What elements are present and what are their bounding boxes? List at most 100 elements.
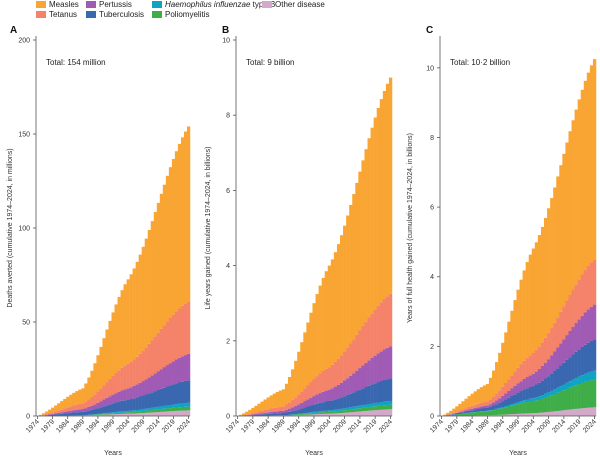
bar-segment-pertussis [586,309,591,343]
bar-segment-haemophilus-influenzae-type-b [355,406,359,409]
bar-segment-measles [464,398,468,409]
bar-segment-tetanus [309,382,313,398]
bar-segment-haemophilus-influenzae-type-b [370,403,374,407]
bar-segment-measles [312,303,316,379]
bar-segment-tuberculosis [144,394,148,409]
bar-segment-measles [531,248,536,353]
bar-segment-tuberculosis [449,414,453,416]
bar-segment-other-disease [102,414,106,416]
bar-segment-pertussis [281,410,286,413]
bar-segment-other-disease [556,410,560,416]
bar-segment-measles [455,406,459,412]
bar-segment-tuberculosis [278,413,283,416]
bar-segment-pertussis [266,412,270,414]
bar-segment-tuberculosis [108,404,112,413]
bar-segment-poliomyelitis [96,414,100,415]
bar-segment-other-disease [373,410,377,416]
bar-segment-pertussis [358,368,362,390]
bar-segment-other-disease [522,413,526,416]
bar-segment-other-disease [519,413,523,416]
bar-segment-pertussis [315,394,319,404]
bar-segment-tuberculosis [75,412,79,416]
bar-segment-pertussis [284,409,289,413]
bar-segment-pertussis [51,413,55,415]
bar-segment-other-disease [346,412,350,416]
x-tick-label: 1974 [25,418,41,434]
legend-label: Measles [49,0,79,9]
bar-segment-tuberculosis [488,406,493,411]
bar-segment-poliomyelitis [455,414,459,416]
bar-segment-tuberculosis [340,397,344,409]
bar-segment-other-disease [574,408,578,416]
bar-segment-poliomyelitis [114,412,118,415]
bar-segment-tetanus [452,412,456,414]
bar-segment-haemophilus-influenzae-type-b [150,407,155,411]
bar-segment-other-disease [559,410,563,416]
bar-segment-pertussis [327,389,332,401]
bar-segment-haemophilus-influenzae-type-b [162,405,167,409]
bar-segment-poliomyelitis [180,407,185,411]
bar-segment-tuberculosis [162,387,167,406]
bar-segment-poliomyelitis [482,411,487,416]
bar-segment-tetanus [69,406,73,411]
bar-segment-other-disease [492,415,496,416]
bar-segment-measles [168,167,173,318]
bar-segment-measles [315,294,319,377]
bar-segment-poliomyelitis [330,411,335,414]
bar-segment-pertussis [482,406,487,409]
bar-segment-poliomyelitis [540,398,545,413]
bar-segment-tetanus [269,408,273,412]
bar-segment-poliomyelitis [336,411,341,414]
bar-segment-pertussis [174,359,179,384]
bar-segment-pertussis [183,355,188,381]
bar-segment-poliomyelitis [379,405,384,410]
bar-segment-tuberculosis [571,354,575,380]
bar-segment-poliomyelitis [168,408,173,412]
bar-segment-poliomyelitis [171,407,176,412]
bar-segment-pertussis [333,386,338,400]
bar-segment-tetanus [513,371,517,386]
bar-segment-other-disease [300,414,304,416]
bar-segment-haemophilus-influenzae-type-b [135,410,139,412]
bar-segment-tetanus [141,350,145,382]
bar-segment-haemophilus-influenzae-type-b [306,412,310,414]
bar-segment-other-disease [495,414,499,416]
bar-segment-haemophilus-influenzae-type-b [321,410,325,413]
bar-segment-pertussis [156,371,161,390]
bar-segment-tuberculosis [153,391,158,408]
bar-segment-pertussis [455,412,459,414]
bar-segment-other-disease [355,411,359,416]
bar-segment-tuberculosis [69,412,73,416]
bar-segment-poliomyelitis [312,412,316,415]
bar-segment-tetanus [150,340,155,376]
bar-segment-other-disease [159,411,164,416]
bar-segment-other-disease [111,414,115,416]
bar-segment-pertussis [473,407,477,410]
y-axis-title: Life years gained (cumulative 1974–2024,… [205,146,212,309]
legend-swatch [262,1,272,8]
bar-segment-measles [51,407,55,413]
bar-segment-measles [132,268,136,360]
bar-segment-pertussis [297,404,301,410]
bar-segment-tetanus [464,408,468,411]
bar-segment-measles [39,414,43,416]
bar-segment-poliomyelitis [531,401,536,414]
bar-segment-pertussis [540,365,545,381]
bar-segment-pertussis [556,347,560,369]
bar-segment-measles [141,246,145,351]
bar-segment-tuberculosis [513,394,517,404]
bar-segment-tetanus [467,406,471,410]
bar-segment-haemophilus-influenzae-type-b [574,378,578,386]
y-tick-label: 2 [430,344,434,351]
y-tick-label: 4 [226,263,230,270]
bar-segment-tetanus [458,410,462,413]
bar-segment-poliomyelitis [165,408,170,412]
bar-segment-measles [297,351,301,395]
bar-segment-other-disease [174,410,179,416]
panel-b: B Total: 9 billion 0 2 4 6 8 10 1974 1979 1984 1989… [205,25,394,457]
bar-segment-other-disease [183,410,188,416]
panel-letter: B [222,25,229,36]
y-tick-label: 2 [226,338,230,345]
bar-segment-tetanus [168,318,173,364]
bar-segment-poliomyelitis [102,413,106,415]
